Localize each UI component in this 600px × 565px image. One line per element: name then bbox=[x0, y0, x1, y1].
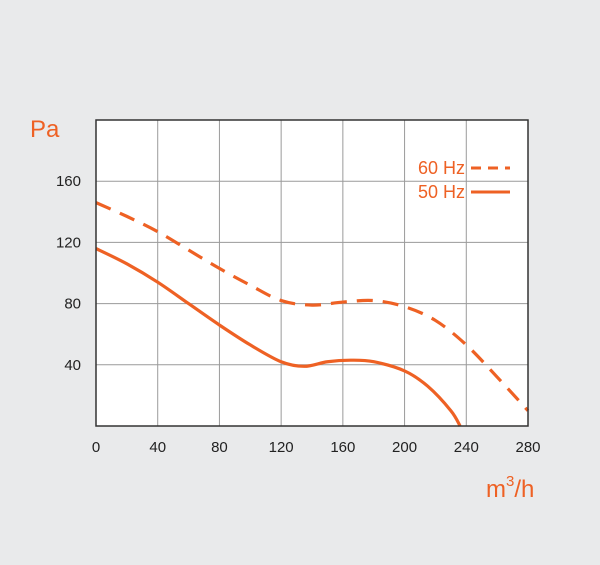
plot-area bbox=[96, 120, 528, 426]
x-tick-label: 80 bbox=[211, 439, 228, 456]
x-axis-label-base: m bbox=[486, 476, 506, 503]
x-tick-label: 160 bbox=[330, 439, 355, 456]
series-line-50hz bbox=[95, 247, 462, 427]
x-tick-label: 0 bbox=[92, 439, 100, 456]
plot-frame bbox=[95, 119, 529, 427]
y-axis-label: Pa bbox=[30, 116, 60, 143]
x-axis-label: m3/h bbox=[486, 473, 534, 503]
y-tick-label: 160 bbox=[56, 173, 81, 190]
x-axis-label-suffix: /h bbox=[514, 476, 534, 503]
y-tick-label: 80 bbox=[64, 296, 81, 313]
x-axis-label-superscript: 3 bbox=[506, 473, 514, 490]
tick-labels: 0 40 80 120 160 200 240 280 40 80 120 160 bbox=[56, 173, 541, 456]
x-tick-label: 40 bbox=[149, 439, 166, 456]
grid-lines bbox=[96, 120, 528, 426]
legend-item-50hz: 50 Hz bbox=[418, 182, 510, 202]
y-tick-label: 120 bbox=[56, 234, 81, 251]
x-tick-label: 240 bbox=[454, 439, 479, 456]
legend-item-60hz: 60 Hz bbox=[418, 158, 510, 178]
x-tick-label: 280 bbox=[515, 439, 540, 456]
x-tick-label: 200 bbox=[392, 439, 417, 456]
x-tick-label: 120 bbox=[269, 439, 294, 456]
legend-label-50hz: 50 Hz bbox=[418, 182, 465, 202]
series-lines bbox=[95, 201, 530, 427]
y-tick-label: 40 bbox=[64, 357, 81, 374]
series-line-60hz bbox=[95, 201, 530, 412]
legend-label-60hz: 60 Hz bbox=[418, 158, 465, 178]
legend: 60 Hz 50 Hz bbox=[418, 158, 510, 202]
